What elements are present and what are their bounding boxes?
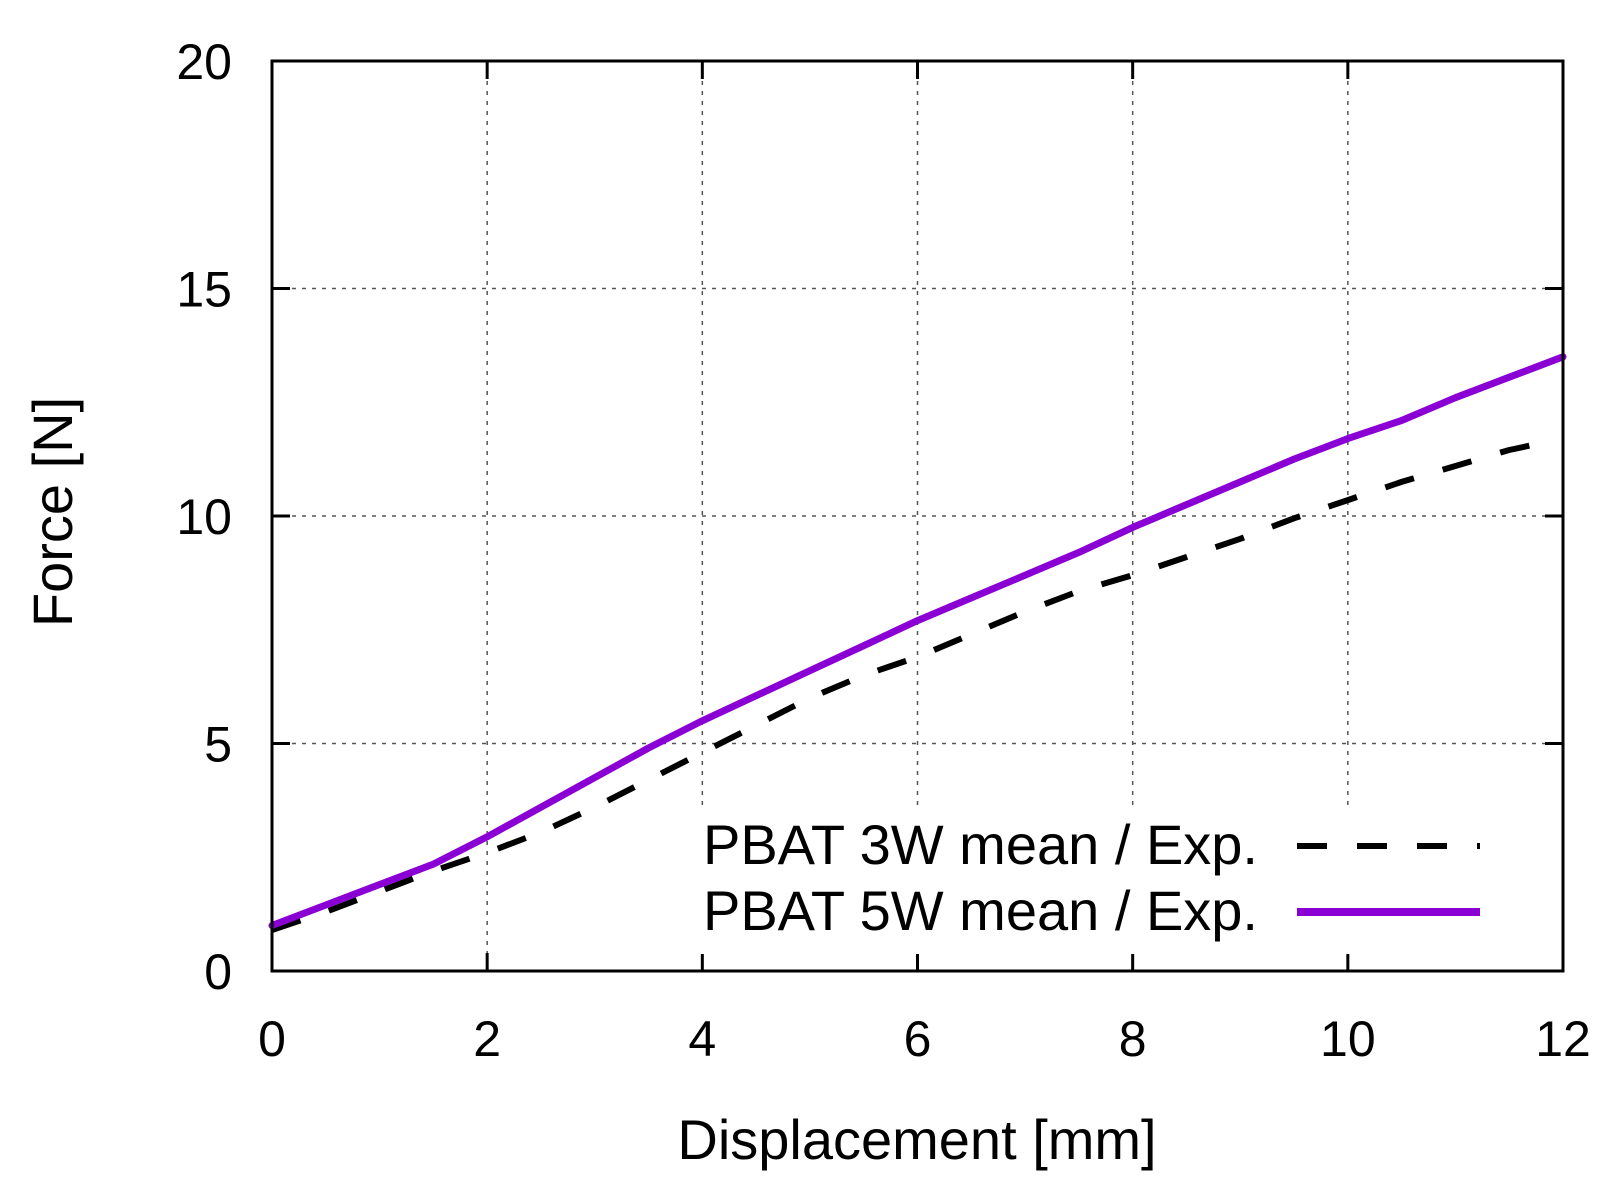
tick-labels: 0 2 4 6 8 10 12 0 5 10 15 20 [176,34,1590,1067]
legend-label-5w: PBAT 5W mean / Exp. [703,879,1258,942]
x-tick-label: 8 [1119,1011,1147,1067]
y-tick-label: 0 [204,944,232,1000]
y-axis-title: Force [N] [21,397,84,627]
legend-label-3w: PBAT 3W mean / Exp. [703,813,1258,876]
y-tick-label: 20 [176,34,232,90]
legend: PBAT 3W mean / Exp. PBAT 5W mean / Exp. [590,808,1490,954]
legend-background [590,808,1490,954]
y-tick-label: 15 [176,262,232,318]
x-tick-label: 6 [904,1011,932,1067]
y-tick-label: 5 [204,717,232,773]
x-axis-title: Displacement [mm] [677,1108,1156,1171]
x-tick-label: 0 [258,1011,286,1067]
x-tick-label: 4 [688,1011,716,1067]
series-line-5w [268,353,1567,929]
y-tick-label: 10 [176,489,232,545]
grid-lines [272,61,1563,971]
x-tick-label: 12 [1535,1011,1591,1067]
plot-frame [270,59,1565,973]
x-tick-label: 10 [1320,1011,1376,1067]
x-tick-label: 2 [473,1011,501,1067]
series-line-3w [271,437,1553,933]
series-lines [268,353,1567,933]
